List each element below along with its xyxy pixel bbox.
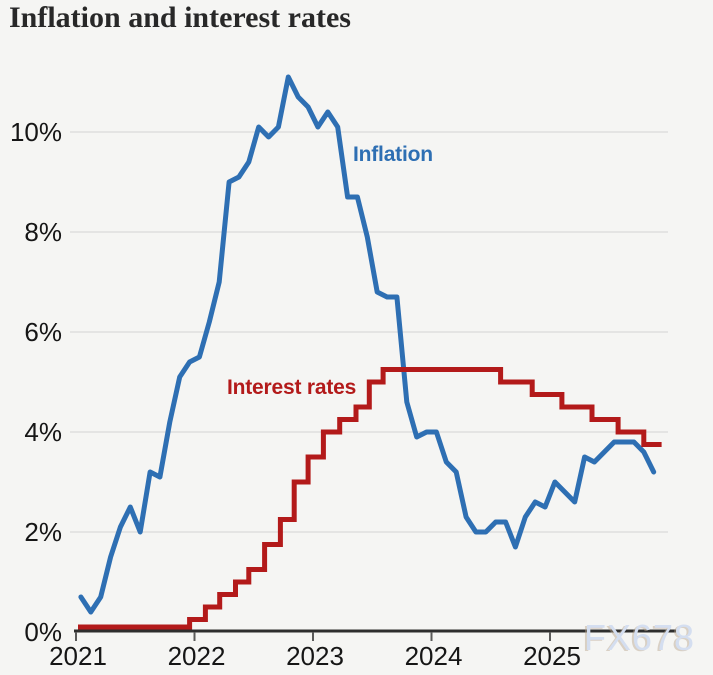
chart-title: Inflation and interest rates: [9, 1, 351, 34]
y-axis-label: 6%: [24, 317, 62, 347]
x-axis-label: 2023: [286, 641, 344, 671]
y-axis-label: 0%: [24, 617, 62, 647]
x-axis-label: 2024: [405, 641, 463, 671]
x-axis-label: 2022: [168, 641, 226, 671]
y-axis-label: 4%: [24, 417, 62, 447]
y-axis-label: 10%: [10, 117, 62, 147]
inflation-line: [78, 74, 657, 615]
interest-rates-line: [78, 367, 662, 630]
y-axis-label: 8%: [24, 217, 62, 247]
x-axis-label: 2025: [523, 641, 581, 671]
series-label-inflation: Inflation: [353, 143, 433, 166]
watermark: FX678: [584, 617, 696, 658]
series-label-interest-rates: Interest rates: [227, 376, 357, 399]
y-axis-label: 2%: [24, 517, 62, 547]
x-axis-label: 2021: [49, 641, 107, 671]
